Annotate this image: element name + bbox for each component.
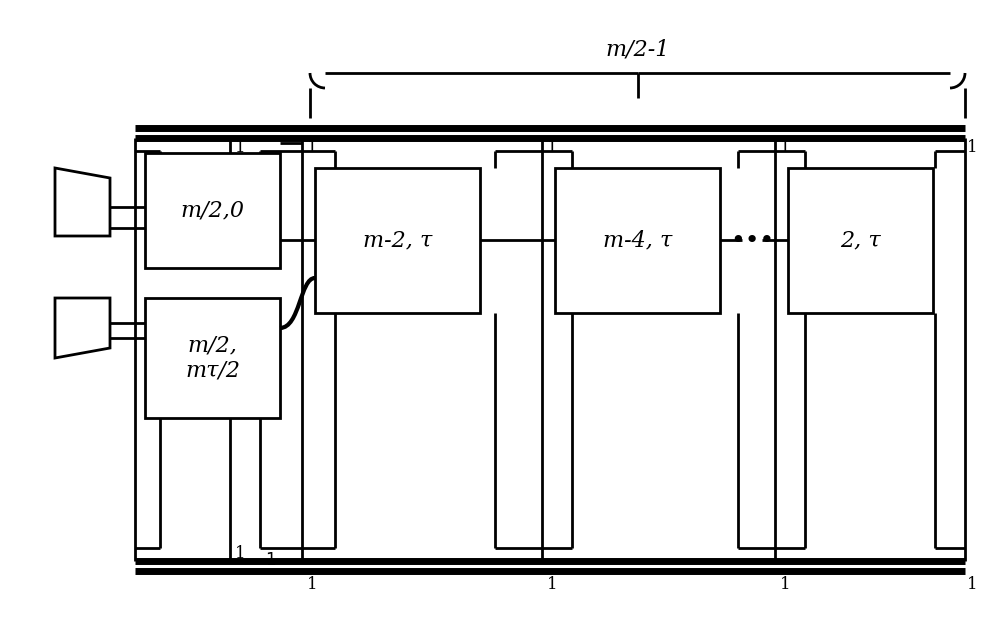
Bar bbox=[145, 153, 280, 268]
Text: m/2,
mτ/2: m/2, mτ/2 bbox=[185, 335, 240, 382]
Text: 1: 1 bbox=[780, 140, 791, 156]
Text: 1: 1 bbox=[547, 576, 558, 593]
Text: 2, τ: 2, τ bbox=[840, 229, 881, 252]
Text: m/2-1: m/2-1 bbox=[605, 39, 670, 61]
Text: m-2, τ: m-2, τ bbox=[363, 229, 432, 252]
Text: m/2,0: m/2,0 bbox=[180, 199, 244, 222]
Text: 1: 1 bbox=[235, 140, 246, 156]
Bar bbox=[145, 298, 280, 418]
Text: 1: 1 bbox=[780, 576, 791, 593]
Bar bbox=[788, 168, 933, 313]
Text: •••: ••• bbox=[730, 229, 774, 252]
Bar bbox=[315, 168, 480, 313]
Text: 1: 1 bbox=[967, 576, 978, 593]
Text: 1: 1 bbox=[547, 140, 558, 156]
Text: 1: 1 bbox=[265, 551, 276, 569]
Text: 1: 1 bbox=[235, 545, 246, 561]
Text: 1: 1 bbox=[307, 576, 318, 593]
Text: 1: 1 bbox=[307, 140, 318, 156]
Text: m-4, τ: m-4, τ bbox=[603, 229, 672, 252]
Text: 1: 1 bbox=[967, 140, 978, 156]
Bar bbox=[555, 168, 720, 313]
